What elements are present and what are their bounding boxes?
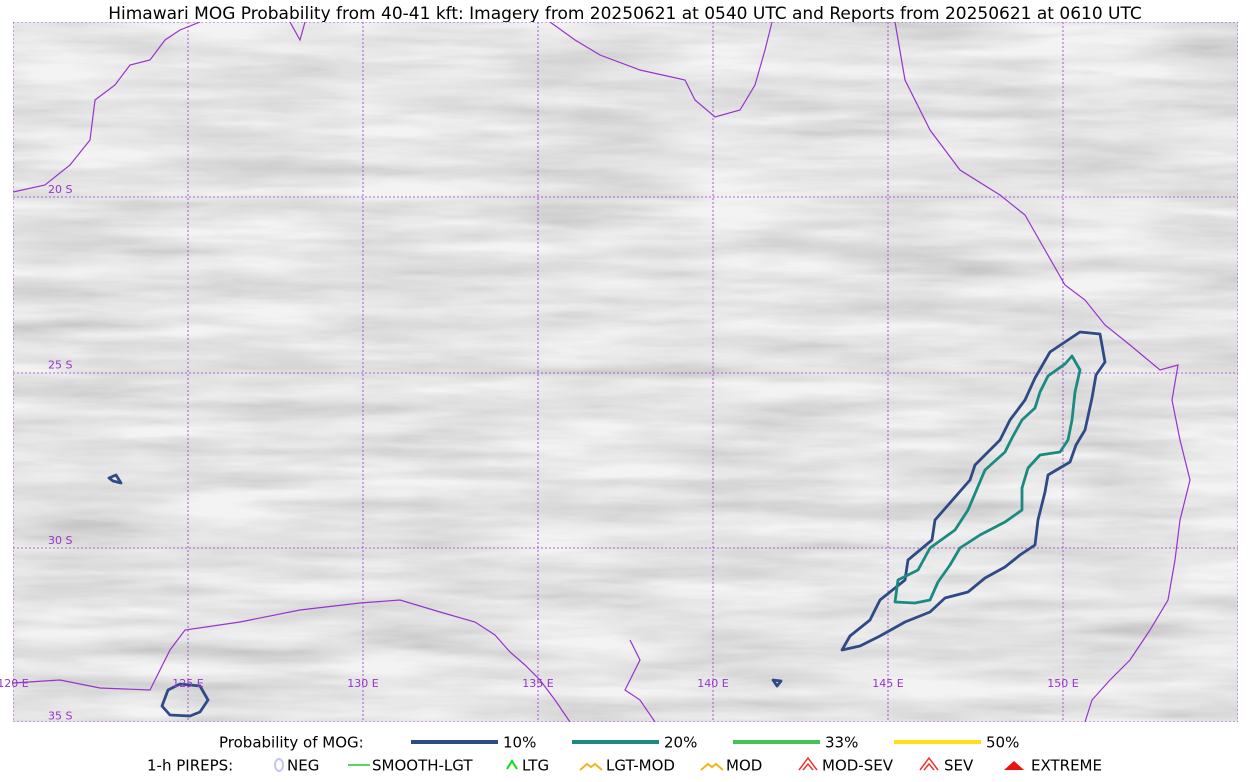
coastline [13,22,201,193]
legend-label: 50% [986,734,1019,752]
coastline [894,22,1191,722]
contour-10 [840,330,1107,652]
latitude-label: 35 S [48,710,72,723]
longitude-label: 120 E [0,677,29,690]
legend-label: EXTREME [1031,757,1102,775]
pirep-symbol [1004,761,1024,770]
mog-legend-title: Probability of MOG: [219,734,364,752]
legend-label: 10% [503,734,536,752]
legend-label: MOD-SEV [822,757,894,775]
pirep-symbol [274,758,284,772]
longitude-label: 150 E [1047,677,1078,690]
contour-10 [771,678,783,688]
map [13,22,1238,722]
latitude-label: 25 S [48,359,72,372]
graticule [13,22,1238,722]
legend-label: SMOOTH-LGT [372,757,473,775]
coastline [289,22,773,118]
legend-label: LGT-MOD [606,757,675,775]
pirep-symbol [700,762,724,771]
mog-contours [107,330,1107,718]
pirep-symbol [923,762,935,771]
legend-label: SEV [944,757,974,775]
latitude-label: 20 S [48,183,72,196]
contour-10 [107,473,123,485]
longitude-label: 145 E [872,677,903,690]
title: Himawari MOG Probability from 40-41 kft:… [108,4,1142,24]
longitude-label: 130 E [347,677,378,690]
legend-label: NEG [287,757,319,775]
contour-20 [893,354,1082,605]
legend-label: LTG [522,757,549,775]
pirep-symbol [579,762,603,771]
longitude-label: 135 E [522,677,553,690]
pirep-legend-title: 1-h PIREPS: [147,757,233,775]
pirep-symbol [802,762,814,771]
legend-label: 33% [825,734,858,752]
legend-label: MOD [726,757,762,775]
longitude-label: 140 E [697,677,728,690]
latitude-label: 30 S [48,534,72,547]
longitude-label: 125 E [172,677,203,690]
pirep-symbol [506,759,518,770]
pirep-symbol [798,756,818,771]
pirep-symbol [919,756,939,771]
legend-label: 20% [664,734,697,752]
satellite-imagery [13,22,1238,722]
coastline [13,599,656,722]
contour-10 [160,682,210,718]
